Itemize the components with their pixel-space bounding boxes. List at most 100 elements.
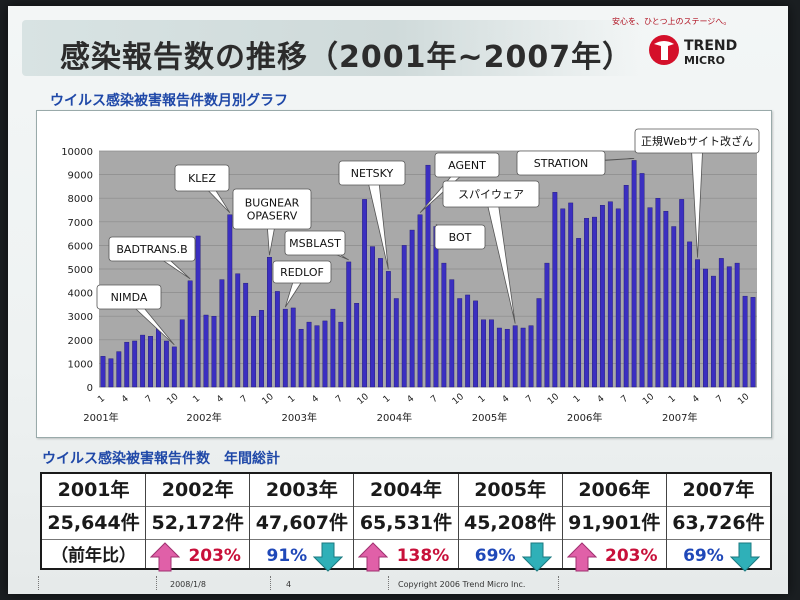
bar xyxy=(124,341,130,388)
year-label: 2003年 xyxy=(282,411,317,424)
x-tick-label: 1 xyxy=(96,394,107,405)
annual-count: 63,726件 xyxy=(666,507,770,540)
bar xyxy=(378,258,383,388)
callout-fill xyxy=(519,153,603,173)
x-tick-label: 4 xyxy=(310,394,321,406)
bar xyxy=(116,351,122,388)
callout-fill xyxy=(341,163,403,183)
bar xyxy=(481,319,486,388)
bar xyxy=(306,321,312,388)
down-arrow-icon xyxy=(313,542,344,572)
bar xyxy=(615,208,621,388)
bar xyxy=(449,279,455,388)
footer-page: 4 xyxy=(286,580,292,589)
callout-fill xyxy=(99,287,159,307)
annual-count: 25,644件 xyxy=(42,507,146,540)
footer-date: 2008/1/8 xyxy=(170,580,206,589)
x-tick-label: 10 xyxy=(261,392,276,407)
bar xyxy=(140,334,146,388)
annual-year: 2005年 xyxy=(458,474,562,507)
x-tick-label: 10 xyxy=(736,392,751,407)
title-bar xyxy=(22,20,642,76)
x-tick-label: 7 xyxy=(619,394,630,405)
down-arrow-icon xyxy=(729,542,760,572)
x-tick-label: 1 xyxy=(382,394,393,405)
annual-ratio: 203% xyxy=(188,546,241,566)
bar xyxy=(203,314,209,388)
bar xyxy=(227,214,233,388)
bar xyxy=(576,238,582,388)
monthly-heading: ウイルス感染被害報告件数月別グラフ xyxy=(50,93,288,109)
year-label: 2007年 xyxy=(662,411,697,424)
bar xyxy=(235,273,241,388)
x-tick-label: 4 xyxy=(405,394,416,406)
annual-ratio-cell: 138% xyxy=(354,540,457,572)
bar xyxy=(354,303,360,388)
monthly-chart: 0 1000 2000 3000 4000 5000 6000 7000 8000 9000 100… xyxy=(36,110,772,438)
x-tick-label: 1 xyxy=(667,394,678,405)
x-tick-label: 7 xyxy=(144,394,155,405)
bar xyxy=(726,266,732,388)
callout-fill xyxy=(235,191,309,227)
y-tick-label: 6000 xyxy=(68,241,93,252)
up-arrow-icon xyxy=(150,542,181,572)
callout-label: AGENT xyxy=(448,159,486,172)
bar xyxy=(195,235,201,388)
y-tick-label: 2000 xyxy=(68,336,93,347)
bar xyxy=(742,295,748,388)
bar xyxy=(211,315,217,388)
annual-col-6: 2007年 63,726件 69% xyxy=(666,474,770,572)
bar xyxy=(560,208,566,388)
callout-fill xyxy=(177,167,227,189)
bar xyxy=(489,319,494,388)
bar xyxy=(290,307,296,388)
bar xyxy=(251,315,257,388)
annual-year: 2001年 xyxy=(42,474,146,507)
callout-fill xyxy=(275,263,329,281)
callout-label: 正規Webサイト改ざん xyxy=(641,134,753,148)
bar xyxy=(568,202,574,388)
footer: 2008/1/8 4 Copyright 2006 Trend Micro In… xyxy=(8,572,788,594)
year-label: 2004年 xyxy=(377,411,412,424)
bar xyxy=(703,268,708,388)
callout-label: OPASERV xyxy=(247,210,298,223)
callout-label: BOT xyxy=(449,231,472,244)
bar xyxy=(718,258,724,388)
x-tick-label: 1 xyxy=(191,394,202,405)
bar xyxy=(409,229,415,388)
annual-ratio-cell: 69% xyxy=(667,540,770,572)
logo-text-2: MICRO xyxy=(684,54,725,67)
bar xyxy=(187,280,193,388)
x-tick-label: 4 xyxy=(501,394,512,406)
bar xyxy=(259,310,264,388)
year-label: 2006年 xyxy=(567,411,602,424)
x-tick-label: 7 xyxy=(715,394,726,405)
x-tick-label: 10 xyxy=(546,392,561,407)
callout-label: スパイウェア xyxy=(458,188,524,201)
bar xyxy=(552,192,558,388)
year-label: 2002年 xyxy=(186,411,221,424)
bar xyxy=(219,279,225,388)
callout-label: MSBLAST xyxy=(289,237,341,250)
bar xyxy=(631,160,637,388)
bar xyxy=(401,245,407,388)
bar xyxy=(441,262,447,388)
annual-count: 52,172件 xyxy=(146,507,250,540)
annual-table: 2001年 25,644件 （前年比） 2002年 52,172件 203% 2003年 47… xyxy=(40,472,772,572)
chart-svg: 0 1000 2000 3000 4000 5000 6000 7000 8000 9000 100… xyxy=(61,128,760,424)
y-tick-label: 7000 xyxy=(68,218,93,229)
callout-label: BUGNEAR xyxy=(245,197,300,210)
bar xyxy=(179,319,185,388)
x-tick-label: 1 xyxy=(287,394,298,405)
x-tick-label: 4 xyxy=(215,394,226,406)
x-tick-label: 10 xyxy=(451,392,466,407)
bar xyxy=(465,294,471,388)
bar xyxy=(100,356,106,388)
annual-col-4: 2005年 45,208件 69% xyxy=(458,474,563,572)
bar xyxy=(274,291,280,388)
callout-fill xyxy=(437,155,497,175)
x-tick-label: 7 xyxy=(334,394,345,405)
bar xyxy=(433,226,439,388)
annual-col-2: 2003年 47,607件 91% xyxy=(250,474,355,572)
bar xyxy=(425,164,431,388)
